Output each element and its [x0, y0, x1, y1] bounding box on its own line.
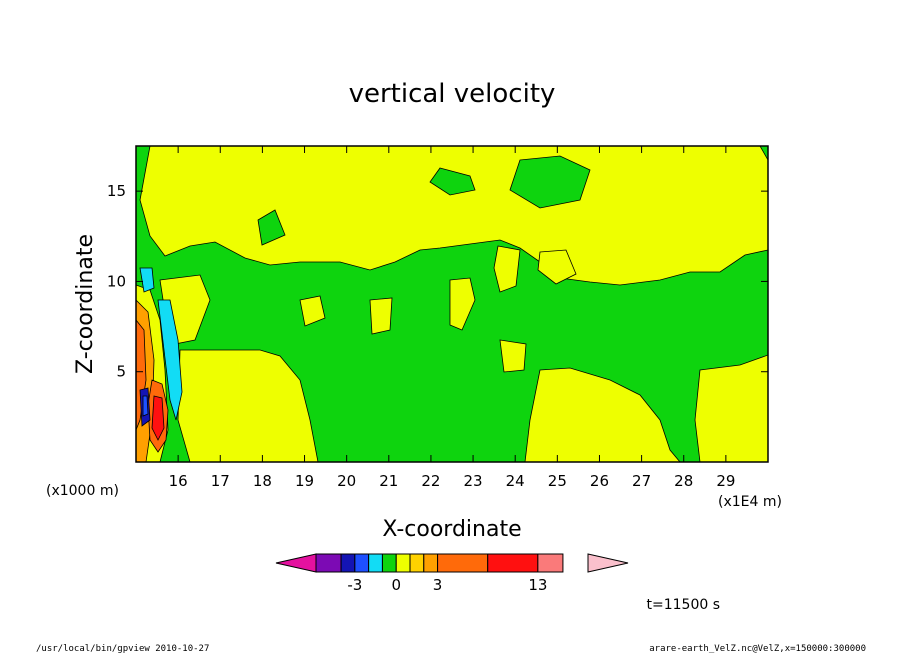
- colorbar-level: [315, 553, 342, 573]
- colorbar-level: [537, 553, 564, 573]
- contour-region-upper: [139, 146, 768, 286]
- contour-region-downdraft-cyan: [157, 299, 183, 421]
- x-tick-label: 28: [674, 472, 693, 490]
- x-tick-label: 21: [379, 472, 398, 490]
- x-tick-label: 20: [337, 472, 356, 490]
- contour-region-green-pocket: [509, 155, 591, 209]
- x-unit-label: (x1E4 m): [718, 494, 782, 510]
- colorbar-level: [423, 553, 439, 573]
- x-tick-label: 24: [506, 472, 525, 490]
- x-tick-label: 23: [464, 472, 483, 490]
- colorbar: -3 0 3 13: [275, 553, 629, 594]
- colorbar-level: [487, 553, 539, 573]
- contour-fields: [136, 146, 768, 462]
- x-tick-label: 18: [253, 472, 272, 490]
- contour-region-green-pocket: [257, 209, 286, 246]
- y-tick-label: 5: [116, 363, 126, 381]
- contour-region-blob: [537, 249, 577, 285]
- colorbar-level: [354, 553, 370, 573]
- colorbar-tick-label: 0: [391, 576, 401, 594]
- x-tick-label: 22: [421, 472, 440, 490]
- colorbar-level: [381, 553, 397, 573]
- colorbar-level: [340, 553, 356, 573]
- x-tick-label: 25: [548, 472, 567, 490]
- x-axis-label: X-coordinate: [382, 517, 521, 542]
- colorbar-level: [395, 553, 411, 573]
- colorbar-level: [368, 553, 383, 573]
- contour-region-blob: [369, 297, 393, 335]
- colorbar-over-triangle: [587, 553, 629, 573]
- y-unit-label: (x1000 m): [46, 483, 119, 499]
- contour-region-downdraft-cyan: [139, 267, 155, 293]
- x-tick-label: 16: [169, 472, 188, 490]
- y-ticks: 5 10 15: [107, 182, 768, 381]
- contour-region-lower-edge: [694, 354, 768, 462]
- colorbar-tick-label: 13: [528, 576, 547, 594]
- footer-left: /usr/local/bin/gpview 2010-10-27: [36, 644, 209, 654]
- x-ticks: 16 17 18 19 20 21 22 23 24 25 26 27 28 29: [169, 146, 735, 490]
- contour-region-green-pocket: [429, 167, 476, 196]
- x-tick-label: 26: [590, 472, 609, 490]
- contour-region-blob: [449, 277, 476, 331]
- contour-region-blob: [499, 339, 527, 373]
- x-tick-label: 17: [211, 472, 230, 490]
- contour-region-blob: [299, 295, 326, 327]
- plot-frame: [135, 145, 769, 463]
- y-axis-label: Z-coordinate: [73, 234, 98, 374]
- contour-region-downdraft-lightblue: [142, 395, 149, 417]
- footer-right: arare-earth_VelZ.nc@VelZ,x=150000:300000: [649, 644, 866, 654]
- contour-region-core-red: [151, 395, 165, 441]
- contour-region-lower-right: [524, 367, 681, 462]
- colorbar-level: [409, 553, 425, 573]
- contour-region-lower-left: [177, 349, 319, 462]
- colorbar-tick-label: -3: [347, 576, 362, 594]
- colorbar-level: [437, 553, 489, 573]
- x-tick-label: 29: [716, 472, 735, 490]
- y-tick-label: 15: [107, 182, 126, 200]
- time-label: t=11500 s: [647, 597, 721, 613]
- colorbar-under-triangle: [275, 553, 317, 573]
- x-tick-label: 27: [632, 472, 651, 490]
- y-tick-label: 10: [107, 272, 126, 290]
- contour-region-blob: [493, 245, 521, 293]
- x-tick-label: 19: [295, 472, 314, 490]
- chart-title: vertical velocity: [349, 79, 556, 109]
- plot-area: 16 17 18 19 20 21 22 23 24 25 26 27 28 29 5 10 15: [107, 145, 769, 490]
- colorbar-tick-label: 3: [433, 576, 443, 594]
